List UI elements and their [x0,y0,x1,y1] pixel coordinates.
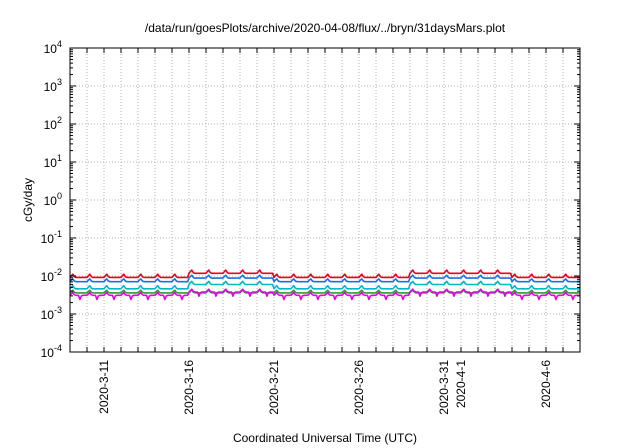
y-tick-label: 100 [44,191,62,208]
x-tick-label: 2020-4-6 [539,360,553,408]
y-tick-label: 103 [44,77,62,94]
x-tick-label: 2020-4-1 [454,360,468,408]
series-line-3 [69,289,581,294]
y-tick-label: 10-3 [41,305,62,322]
series-line-4 [69,288,581,301]
x-tick-label: 2020-3-26 [352,360,366,415]
chart-title: /data/run/goesPlots/archive/2020-04-08/f… [145,21,506,35]
x-tick-label: 2020-3-16 [182,360,196,415]
y-tick-label: 10-2 [41,267,62,284]
x-tick-label: 2020-3-21 [267,360,281,415]
x-axis-label: Coordinated Universal Time (UTC) [233,431,417,445]
y-tick-label: 102 [44,115,62,132]
series-line-2 [69,280,581,290]
y-tick-label: 10-1 [41,229,62,246]
y-axis-label: cGy/day [21,178,35,222]
y-tick-label: 101 [44,153,62,170]
x-axis: 2020-3-11 2020-3-16 2020-3-21 2020-3-26 2020… [69,48,581,415]
y-axis: 10-4 10-3 10-2 10-1 100 101 102 103 104 [41,39,580,360]
series-line-1 [69,274,581,283]
x-tick-label: 2020-3-31 [437,360,451,415]
series-line-0 [69,269,581,279]
grid-layer [70,48,580,352]
x-tick-label: 2020-3-11 [97,360,111,414]
y-tick-label: 104 [44,39,62,56]
y-tick-label: 10-4 [41,343,62,360]
series-layer [69,269,581,301]
